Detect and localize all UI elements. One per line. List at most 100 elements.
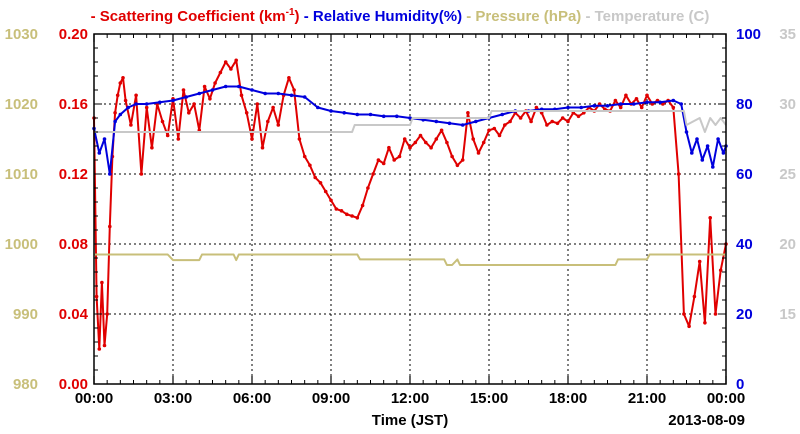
scattering-coefficient-point: [413, 140, 418, 145]
humidity-tick-label: 20: [736, 306, 753, 323]
scattering-coefficient-point: [297, 137, 302, 141]
relative-humidity-point: [368, 112, 373, 117]
scattering-coefficient-point: [576, 114, 581, 119]
scattering-coefficient-point: [624, 93, 628, 98]
scattering-coefficient-point: [434, 137, 439, 141]
relative-humidity-point: [679, 102, 683, 106]
scattering-coefficient-point: [160, 119, 165, 124]
scattering-coefficient-point: [121, 76, 125, 80]
relative-humidity-point: [618, 102, 623, 106]
humidity-tick-label: 0: [736, 376, 744, 393]
scattering-coefficient-point: [176, 137, 181, 141]
scattering-coefficient-point: [229, 67, 233, 71]
scattering-coefficient-point: [634, 97, 639, 101]
scattering-coefficient-point: [239, 93, 244, 98]
scattering-coefficient-point: [476, 151, 481, 155]
relative-humidity-point: [605, 104, 610, 108]
relative-humidity-point: [700, 158, 705, 162]
scattering-coefficient-point: [508, 119, 512, 124]
scattering-coefficient-point: [661, 102, 665, 106]
scattering-coefficient-point: [371, 172, 375, 176]
scattering-coefficient-point: [318, 181, 323, 185]
scattering-coefficient-point: [355, 216, 360, 220]
x-tick-label: 21:00: [628, 390, 666, 407]
x-tick-label: 12:00: [391, 390, 429, 407]
scattering-coefficient-point: [497, 133, 502, 138]
humidity-tick-label: 60: [736, 166, 753, 183]
legend: - Scattering Coefficient (km-1) - Relati…: [91, 7, 710, 25]
scattering-coefficient-point: [529, 119, 533, 124]
relative-humidity-point: [184, 95, 188, 99]
relative-humidity-point: [716, 137, 720, 141]
scattering-coefficient-point: [545, 123, 549, 127]
x-tick-label: 00:00: [75, 390, 113, 407]
scattering-coefficient-point: [350, 214, 354, 218]
legend-entry: - Pressure (hPa): [462, 8, 581, 25]
scattering-coefficient-point: [639, 105, 644, 110]
humidity-tick-label: 80: [736, 96, 753, 113]
scattering-tick-label: 0.20: [59, 26, 88, 43]
scattering-coefficient-point: [113, 111, 117, 115]
scattering-coefficient-point: [94, 294, 99, 299]
scattering-coefficient-point: [439, 128, 444, 133]
scattering-coefficient-point: [202, 84, 207, 89]
scattering-coefficient-point: [713, 312, 718, 316]
scattering-coefficient-point: [550, 119, 554, 124]
relative-humidity-point: [355, 112, 360, 117]
pressure-tick-label: 1030: [5, 26, 38, 43]
relative-humidity-point: [97, 151, 102, 155]
scattering-coefficient-point: [503, 123, 507, 127]
relative-humidity-point: [118, 112, 123, 117]
scattering-coefficient-point: [115, 93, 120, 98]
relative-humidity-point: [690, 151, 694, 155]
legend-text: - Scattering Coefficient (km-1) - Relati…: [91, 7, 710, 25]
scattering-coefficient-point: [618, 105, 623, 110]
relative-humidity-point: [223, 84, 228, 89]
scattering-coefficient-point: [613, 98, 618, 103]
scattering-coefficient-point: [345, 212, 349, 217]
relative-humidity-point: [711, 165, 715, 169]
scattering-coefficient-point: [381, 161, 386, 166]
relative-humidity-point: [566, 105, 570, 110]
x-tick-label: 18:00: [549, 390, 587, 407]
legend-close: ): [295, 8, 300, 25]
scattering-coefficient-point: [208, 97, 212, 101]
x-axis-label: Time (JST): [372, 412, 448, 429]
scattering-coefficient-point: [292, 88, 296, 92]
scattering-coefficient-point: [187, 111, 191, 115]
legend-superscript: -1: [286, 7, 295, 18]
temperature-line: [94, 110, 727, 133]
scattering-coefficient-point: [271, 105, 275, 110]
scattering-coefficient-point: [697, 259, 702, 264]
relative-humidity-point: [108, 172, 112, 176]
pressure-tick-label: 1010: [5, 166, 38, 183]
legend-entry: - Temperature (C): [581, 8, 709, 25]
relative-humidity-point: [171, 98, 175, 103]
relative-humidity-point: [126, 105, 130, 110]
scattering-coefficient-point: [518, 116, 523, 120]
scattering-coefficient-point: [408, 145, 412, 150]
scattering-coefficient-point: [129, 123, 133, 127]
scattering-coefficient-point: [566, 119, 570, 124]
temperature-tick-label: 15: [779, 306, 796, 323]
y-axes: 98099010001010102010300.000.040.080.120.…: [5, 26, 796, 393]
scattering-coefficient-point: [223, 60, 228, 64]
x-axis: 00:00 03:00 06:00 09:00 12:00 15:00 18:00 21:00…: [75, 34, 745, 407]
relative-humidity-point: [474, 119, 478, 124]
scattering-coefficient-point: [418, 133, 423, 138]
scattering-coefficient-point: [323, 189, 328, 194]
relative-humidity-point: [671, 98, 676, 103]
scattering-coefficient-point: [692, 294, 697, 299]
scattering-coefficient-point: [676, 172, 681, 176]
scattering-coefficient-point: [244, 111, 249, 115]
relative-humidity-point: [447, 121, 452, 126]
scattering-coefficient-point: [708, 216, 712, 220]
scattering-coefficient-point: [366, 186, 370, 190]
scattering-coefficient-point: [260, 145, 265, 150]
scattering-tick-label: 0.08: [59, 236, 88, 253]
relative-humidity-point: [237, 84, 241, 89]
scattering-coefficient-point: [471, 137, 476, 141]
relative-humidity-point: [658, 100, 662, 105]
scattering-coefficient-point: [492, 126, 497, 131]
